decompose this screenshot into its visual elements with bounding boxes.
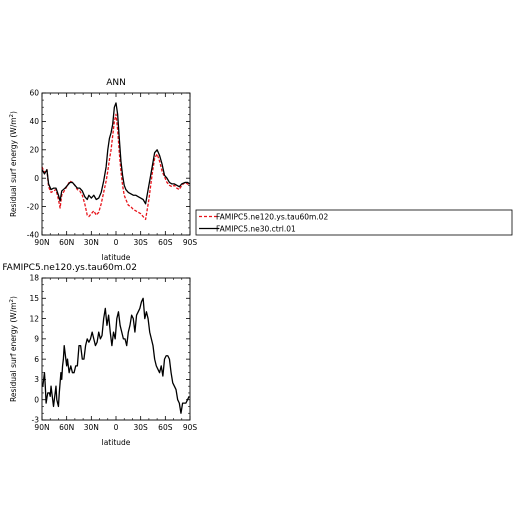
legend-label-series-1: FAMIPC5.ne120.ys.tau60m.02 bbox=[216, 213, 328, 222]
panel-2-x-tick-label-5: 60S bbox=[158, 423, 173, 432]
panel-2-x-tick-label-1: 60N bbox=[59, 423, 74, 432]
panel-1: ANN 90N 60N 30N 0 30S 60S 90S -40 -20 0 20 40 60 Res… bbox=[9, 78, 197, 262]
legend-box bbox=[195, 209, 513, 236]
panel-2-xlabel: latitude bbox=[102, 438, 131, 447]
panel-2-y-tick-label-1: 0 bbox=[34, 395, 39, 404]
panel-2-x-tick-label-2: 30N bbox=[84, 423, 99, 432]
panel-1-y-tick-label-2: 0 bbox=[34, 174, 39, 183]
panel-2-x-tick-label-6: 90S bbox=[183, 423, 198, 432]
panel-1-y-tick-label-3: 20 bbox=[29, 146, 39, 155]
panel-2-y-tick-label-0: -3 bbox=[32, 416, 40, 425]
panel-1-y-tick-label-1: -20 bbox=[27, 202, 39, 211]
panel-2-x-tick-label-0: 90N bbox=[34, 423, 49, 432]
legend-label-series-2: FAMIPC5.ne30.ctrl.01 bbox=[216, 225, 296, 234]
panel-1-y-tick-label-5: 60 bbox=[29, 89, 39, 98]
legend: FAMIPC5.ne120.ys.tau60m.02 FAMIPC5.ne30.… bbox=[195, 209, 513, 236]
panel-1-series-line-2 bbox=[41, 102, 191, 205]
panel-1-series-line-1 bbox=[41, 113, 191, 221]
panel-1-x-tick-label-6: 90S bbox=[183, 238, 198, 247]
panel-2: FAMIPC5.ne120.ys.tau60m.02 90N 60N 30N 0 30S… bbox=[2, 263, 197, 447]
panel-2-y-tick-label-5: 12 bbox=[29, 314, 39, 323]
panel-1-x-tick-label-1: 60N bbox=[59, 238, 74, 247]
panel-1-y-tick-label-4: 40 bbox=[29, 117, 39, 126]
panel-2-y-tick-label-6: 15 bbox=[29, 294, 39, 303]
panel-2-title: FAMIPC5.ne120.ys.tau60m.02 bbox=[2, 263, 137, 273]
panel-2-y-tick-label-4: 9 bbox=[34, 335, 39, 344]
panel-1-x-tick-label-4: 30S bbox=[134, 238, 149, 247]
panel-2-series-line-1 bbox=[42, 297, 190, 414]
panel-1-x-tick-label-3: 0 bbox=[114, 238, 119, 247]
panel-2-ylabel: Residual surf energy (W/m2) bbox=[9, 296, 18, 402]
panel-1-ylabel: Residual surf energy (W/m2) bbox=[9, 111, 18, 217]
panel-1-x-tick-label-5: 60S bbox=[158, 238, 173, 247]
panel-2-x-tick-label-4: 30S bbox=[134, 423, 149, 432]
panel-1-x-tick-label-2: 30N bbox=[84, 238, 99, 247]
panel-2-y-tick-label-2: 3 bbox=[34, 375, 39, 384]
panel-2-x-tick-label-3: 0 bbox=[114, 423, 119, 432]
panel-2-y-tick-label-3: 6 bbox=[34, 355, 39, 364]
panel-1-title: ANN bbox=[106, 78, 126, 88]
panel-1-xlabel: latitude bbox=[102, 253, 131, 262]
panel-1-x-tick-label-0: 90N bbox=[34, 238, 49, 247]
panel-1-y-tick-label-0: -40 bbox=[27, 231, 39, 240]
panel-2-y-tick-label-7: 18 bbox=[29, 274, 39, 283]
